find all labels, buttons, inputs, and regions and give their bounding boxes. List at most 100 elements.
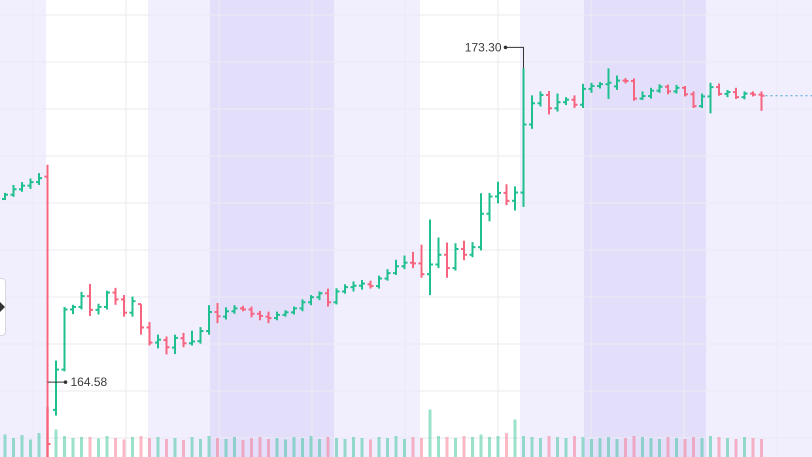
ohlc-bar[interactable] (486, 192, 493, 222)
ohlc-bar[interactable] (53, 360, 59, 416)
volume-bar (726, 438, 729, 457)
ohlc-bar[interactable] (342, 284, 348, 294)
volume-bar (267, 439, 270, 457)
ohlc-bar[interactable] (401, 255, 408, 270)
ohlc-bar[interactable] (512, 186, 518, 211)
ohlc-bar[interactable] (240, 305, 246, 312)
ohlc-bar[interactable] (291, 306, 297, 315)
ohlc-bar[interactable] (648, 87, 654, 99)
ohlc-bar[interactable] (36, 173, 42, 185)
ohlc-bar[interactable] (180, 332, 187, 348)
ohlc-bar[interactable] (410, 251, 416, 269)
ohlc-bar[interactable] (537, 91, 544, 107)
ohlc-bar[interactable] (248, 306, 255, 318)
ohlc-bar[interactable] (376, 275, 382, 289)
ohlc-bar[interactable] (597, 82, 603, 89)
ohlc-bar[interactable] (665, 84, 671, 95)
ohlc-bar[interactable] (112, 287, 119, 305)
ohlc-bar[interactable] (690, 91, 697, 108)
ohlc-bar[interactable] (554, 93, 561, 112)
ohlc-bar[interactable] (104, 290, 110, 310)
ohlc-bar[interactable] (393, 259, 399, 275)
ohlc-bar[interactable] (631, 78, 637, 101)
ohlc-bar[interactable] (673, 84, 680, 94)
ohlc-bar[interactable] (588, 82, 595, 93)
ohlc-bar[interactable] (61, 306, 68, 372)
ohlc-bar[interactable] (10, 184, 17, 197)
ohlc-bar[interactable] (87, 283, 93, 316)
ohlc-bar[interactable] (121, 295, 127, 317)
ohlc-bar[interactable] (155, 334, 161, 349)
ohlc-bar[interactable] (699, 93, 705, 108)
ohlc-bar[interactable] (44, 164, 51, 457)
ohlc-bar[interactable] (223, 307, 229, 320)
ohlc-bar[interactable] (469, 242, 476, 258)
ohlc-bar[interactable] (350, 281, 357, 292)
ohlc-bar[interactable] (495, 181, 501, 204)
ohlc-bar[interactable] (563, 97, 569, 106)
ohlc-bar[interactable] (452, 243, 459, 271)
ohlc-bar[interactable] (197, 327, 204, 344)
ohlc-bar[interactable] (707, 82, 714, 114)
ohlc-bar[interactable] (70, 304, 76, 315)
ohlc-bar[interactable] (359, 279, 365, 290)
volume-bar (556, 437, 559, 457)
ohlc-bar[interactable] (257, 310, 263, 321)
ohlc-bar[interactable] (282, 310, 289, 317)
ohlc-bar[interactable] (214, 302, 221, 324)
volume-bar (20, 435, 24, 457)
ohlc-bar[interactable] (546, 91, 552, 115)
ohlc-bar[interactable] (656, 84, 663, 93)
ohlc-bar[interactable] (427, 219, 433, 296)
ohlc-bar[interactable] (622, 78, 629, 84)
ohlc-bar[interactable] (299, 299, 306, 312)
ohlc-bar[interactable] (265, 311, 272, 324)
ohlc-bar[interactable] (614, 75, 620, 90)
ohlc-bar[interactable] (172, 334, 178, 355)
ohlc-bar[interactable] (78, 291, 85, 310)
ohlc-bar[interactable] (741, 91, 748, 100)
ohlc-bar[interactable] (571, 95, 578, 108)
ohlc-bar[interactable] (520, 68, 527, 207)
ohlc-bar[interactable] (750, 91, 756, 97)
ohlc-bar[interactable] (189, 330, 195, 346)
ohlc-bar[interactable] (325, 288, 331, 307)
ohlc-bar[interactable] (333, 288, 340, 305)
ohlc-bar[interactable] (580, 83, 586, 108)
ohlc-bar[interactable] (146, 322, 153, 346)
ohlc-bar[interactable] (418, 244, 425, 278)
ohlc-bar[interactable] (27, 178, 34, 189)
ohlc-bar[interactable] (733, 87, 739, 99)
volume-bar (394, 436, 398, 457)
ohlc-bar[interactable] (478, 193, 484, 251)
side-panel-toggle[interactable] (0, 278, 6, 336)
ohlc-bar[interactable] (129, 296, 136, 317)
ohlc-bar[interactable] (461, 240, 467, 261)
ohlc-bar[interactable] (316, 291, 323, 301)
ohlc-bar[interactable] (2, 192, 8, 201)
ohlc-bar[interactable] (138, 303, 144, 335)
ohlc-bar[interactable] (758, 91, 765, 111)
volume-bar (411, 437, 415, 457)
ohlc-bar[interactable] (206, 305, 212, 335)
volume-bar (445, 437, 449, 457)
ohlc-bar[interactable] (367, 280, 374, 289)
ohlc-bar[interactable] (444, 242, 450, 278)
ohlc-bar[interactable] (19, 182, 25, 192)
ohlc-bar[interactable] (231, 305, 238, 314)
ohlc-bar[interactable] (716, 83, 722, 96)
ohlc-bar[interactable] (308, 295, 314, 306)
ohlc-bar[interactable] (639, 91, 646, 101)
ohlc-bar[interactable] (605, 68, 612, 99)
ohlc-bar[interactable] (384, 269, 391, 281)
ohlc-bar[interactable] (724, 89, 731, 98)
volume-bar (71, 438, 75, 457)
ohlc-bar[interactable] (274, 311, 280, 321)
ohlc-bar[interactable] (95, 303, 102, 315)
ohlc-bar[interactable] (503, 184, 510, 206)
ohlc-bar[interactable] (163, 336, 170, 355)
ohlc-bar[interactable] (529, 95, 535, 129)
ohlc-bar[interactable] (435, 237, 442, 269)
ohlc-bar[interactable] (682, 86, 688, 97)
